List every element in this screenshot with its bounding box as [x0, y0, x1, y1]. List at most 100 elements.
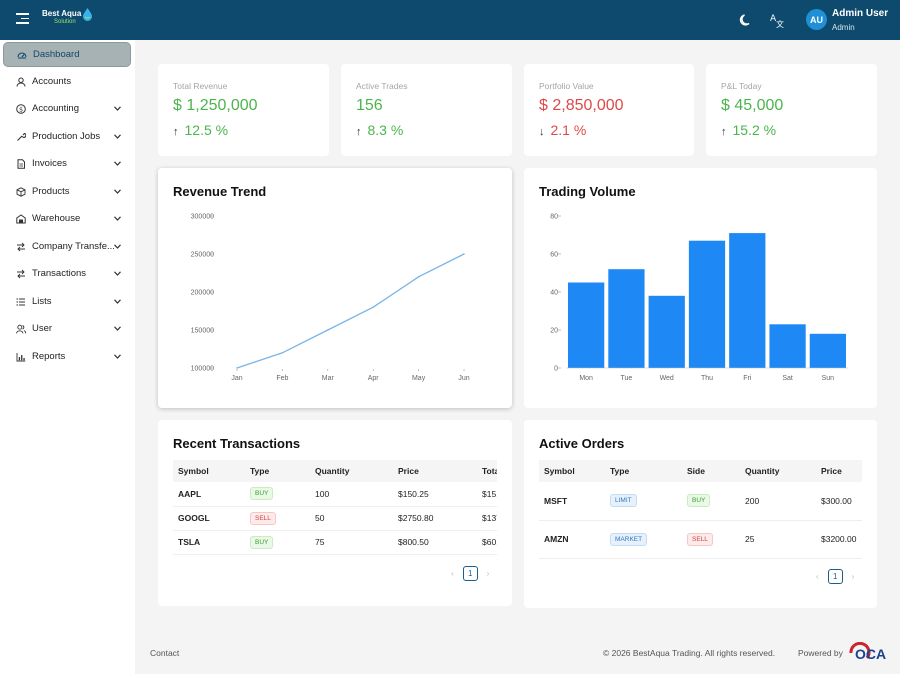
- oca-logo[interactable]: OCA: [849, 642, 886, 664]
- next-page-icon[interactable]: ›: [486, 569, 490, 578]
- orders-pagination: ‹ 1 ›: [816, 569, 854, 584]
- col-header[interactable]: Side: [682, 460, 740, 482]
- col-header[interactable]: Quantity: [740, 460, 816, 482]
- col-header[interactable]: Symbol: [539, 460, 605, 482]
- col-header[interactable]: Symbol: [173, 460, 245, 482]
- footer-contact-link[interactable]: Contact: [150, 648, 180, 658]
- stat-change: ↓ 2.1 %: [539, 122, 586, 138]
- prev-page-icon[interactable]: ‹: [451, 569, 454, 578]
- col-header[interactable]: Quantity: [310, 460, 393, 482]
- revenue-point: [372, 306, 374, 308]
- orders-table-scroll[interactable]: Symbol Type Side Quantity Price MSFT LIM…: [539, 460, 862, 560]
- volume-bar[interactable]: [648, 295, 685, 368]
- arrow-up-icon: ↑: [356, 126, 362, 138]
- stat-change-value: 2.1 %: [550, 122, 587, 138]
- warehouse-icon: [16, 213, 26, 223]
- stat-card-portfolio-value: Portfolio Value $ 2,850,000 ↓ 2.1 %: [524, 64, 694, 156]
- arrow-up-icon: ↑: [721, 126, 727, 138]
- cell-symbol: GOOGL: [173, 506, 245, 531]
- x-tick-label: Tue: [621, 375, 633, 382]
- table-row[interactable]: AMZN MARKET SELL 25 $3200.00: [539, 520, 862, 559]
- list-icon: [16, 297, 25, 306]
- cell-side: SELL: [682, 520, 740, 559]
- page-number-button[interactable]: 1: [462, 566, 478, 581]
- avatar[interactable]: AU: [806, 9, 827, 30]
- sidebar-item-accounts[interactable]: Accounts: [3, 69, 131, 94]
- sidebar-item-label: User: [32, 323, 53, 334]
- sidebar-item-user[interactable]: User: [3, 316, 131, 341]
- col-header[interactable]: Price: [816, 460, 862, 482]
- y-tick-label: 200000: [191, 290, 214, 297]
- x-tick-label: Feb: [276, 375, 288, 382]
- x-tick-label: Apr: [368, 375, 380, 382]
- order-type-badge: MARKET: [610, 532, 648, 546]
- stat-label: Total Revenue: [173, 81, 228, 91]
- next-page-icon[interactable]: ›: [851, 572, 855, 581]
- table-row[interactable]: TSLA BUY 75 $800.50 $60,037.50: [173, 530, 497, 555]
- stat-card-total-revenue: Total Revenue $ 1,250,000 ↑ 12.5 %: [158, 64, 329, 156]
- col-header[interactable]: Type: [245, 460, 310, 482]
- user-icon: [16, 77, 26, 87]
- table-row[interactable]: MSFT LIMIT BUY 200 $300.00: [539, 482, 862, 521]
- brand-logo[interactable]: Best Aqua Solution: [42, 8, 92, 25]
- translate-icon[interactable]: A 文: [769, 12, 785, 28]
- transactions-table-scroll[interactable]: Symbol Type Quantity Price Total AAPL BU…: [173, 460, 497, 560]
- page-number-button[interactable]: 1: [827, 569, 843, 584]
- revenue-point: [236, 367, 238, 369]
- user-name[interactable]: Admin User: [832, 8, 889, 19]
- volume-bar[interactable]: [769, 324, 806, 368]
- volume-bar[interactable]: [809, 333, 846, 368]
- footer-copyright: © 2026 BestAqua Trading. All rights rese…: [603, 648, 776, 658]
- x-tick-label: Sat: [782, 375, 793, 382]
- cell-type: LIMIT: [605, 482, 682, 521]
- sidebar-item-warehouse[interactable]: Warehouse: [3, 206, 131, 231]
- sidebar-item-lists[interactable]: Lists: [3, 289, 131, 314]
- cell-type: BUY: [245, 482, 310, 507]
- order-type-badge: LIMIT: [610, 494, 637, 508]
- x-tick-label: Fri: [743, 375, 752, 382]
- stat-value: $ 2,850,000: [539, 97, 624, 114]
- col-header[interactable]: Total: [477, 460, 497, 482]
- cell-symbol: TSLA: [173, 530, 245, 555]
- sidebar-item-invoices[interactable]: Invoices: [3, 151, 131, 176]
- sidebar-item-label: Accounts: [32, 76, 72, 87]
- revenue-point: [281, 352, 284, 354]
- stat-value: 156: [356, 97, 383, 114]
- arrow-down-icon: ↓: [539, 126, 545, 138]
- sidebar-item-dashboard[interactable]: Dashboard: [3, 42, 131, 67]
- x-tick-label: Sun: [822, 375, 835, 382]
- menu-icon[interactable]: [16, 13, 29, 26]
- volume-bar[interactable]: [608, 269, 645, 368]
- sidebar-item-label: Reports: [32, 351, 66, 362]
- oca-logo-text: OCA: [855, 646, 886, 662]
- sidebar-item-label: Company Transfe...: [32, 241, 114, 252]
- sidebar-item-reports[interactable]: Reports: [3, 344, 131, 369]
- revenue-line-chart: 300000 250000 200000 150000 100000 Jan Feb Mar A…: [191, 214, 470, 383]
- volume-bar[interactable]: [688, 240, 726, 368]
- col-header[interactable]: Price: [393, 460, 477, 482]
- cell-quantity: 25: [740, 520, 816, 559]
- active-orders-title: Active Orders: [539, 436, 625, 451]
- trading-volume-title: Trading Volume: [539, 184, 636, 199]
- sidebar-item-production-jobs[interactable]: Production Jobs: [3, 124, 131, 149]
- prev-page-icon[interactable]: ‹: [816, 572, 819, 581]
- sidebar-item-transactions[interactable]: Transactions: [3, 261, 131, 286]
- col-header[interactable]: Type: [605, 460, 682, 482]
- volume-bar[interactable]: [729, 233, 766, 368]
- moon-icon[interactable]: [738, 12, 754, 28]
- brand-line1: Best Aqua: [42, 9, 82, 18]
- cell-total: $60,037.50: [477, 530, 497, 555]
- revenue-trend-card: Revenue Trend 300000 250000 200000 150000 10…: [158, 168, 512, 408]
- table-row[interactable]: AAPL BUY 100 $150.25 $15,025.00: [173, 482, 497, 507]
- sidebar-item-accounting[interactable]: $ Accounting: [3, 96, 131, 121]
- table-row[interactable]: GOOGL SELL 50 $2750.80 $137,540.00: [173, 506, 497, 531]
- sidebar-item-company-transfers[interactable]: Company Transfe...: [3, 234, 131, 259]
- sidebar-item-products[interactable]: Products: [3, 179, 131, 204]
- cell-quantity: 100: [310, 482, 393, 507]
- chevron-down-icon: [114, 189, 121, 194]
- volume-bar[interactable]: [568, 282, 605, 369]
- svg-text:A: A: [770, 14, 777, 24]
- type-badge: SELL: [250, 511, 276, 525]
- stat-change: ↑ 15.2 %: [721, 122, 776, 138]
- footer-powered-by: Powered by: [798, 648, 843, 658]
